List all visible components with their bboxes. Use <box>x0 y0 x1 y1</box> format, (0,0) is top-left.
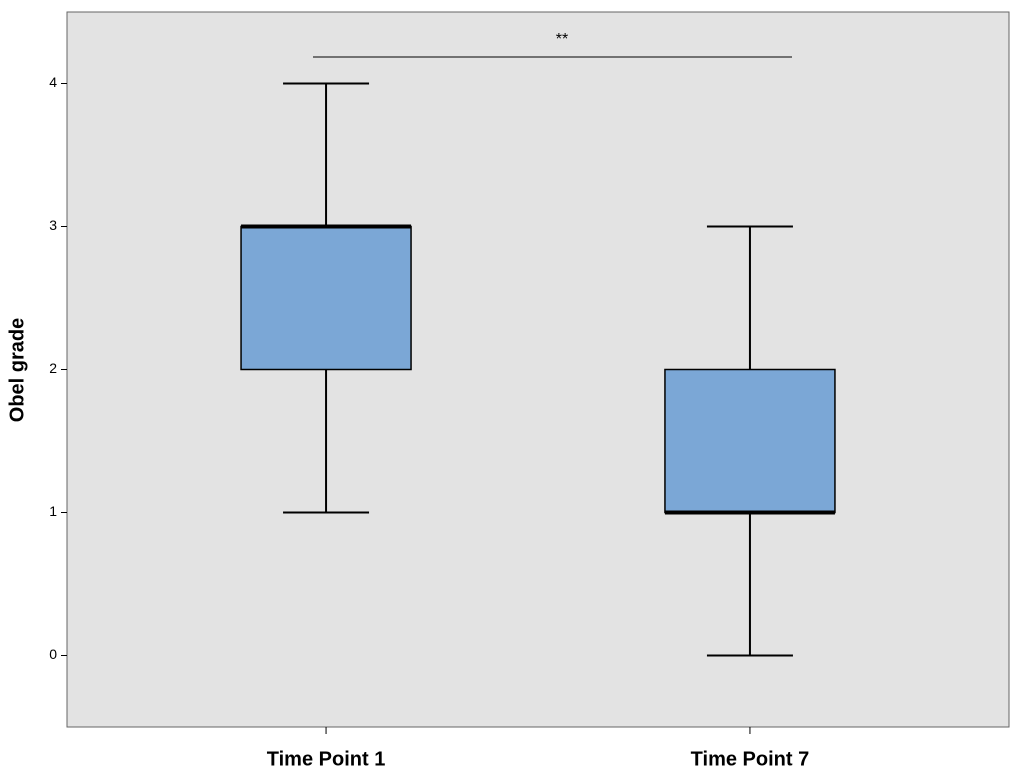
y-tick-label: 0 <box>49 646 57 662</box>
x-tick-label: Time Point 1 <box>267 748 386 770</box>
significance-label: ** <box>556 31 568 48</box>
y-tick-label: 2 <box>49 360 57 376</box>
y-axis-label: Obel grade <box>6 318 28 422</box>
x-tick-label: Time Point 7 <box>691 748 810 770</box>
box <box>664 368 836 514</box>
plot-area <box>66 11 1010 728</box>
y-tick-label: 1 <box>49 503 57 519</box>
y-tick-label: 4 <box>49 74 57 90</box>
y-tick-label: 3 <box>49 217 57 233</box>
box <box>240 225 412 371</box>
